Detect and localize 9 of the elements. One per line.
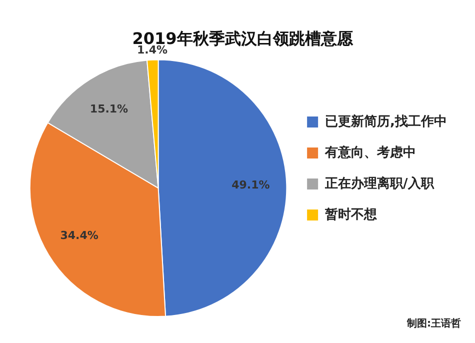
data-label: 34.4% bbox=[60, 229, 98, 242]
legend-label: 有意向、考虑中 bbox=[324, 144, 416, 160]
data-label: 1.4% bbox=[136, 44, 168, 57]
legend-label: 暂时不想 bbox=[324, 206, 378, 222]
legend-label: 已更新简历,找工作中 bbox=[325, 113, 448, 130]
data-label: 15.1% bbox=[90, 102, 128, 116]
legend-label: 正在办理离职/入职 bbox=[324, 175, 435, 192]
text: 制图:王语哲 bbox=[406, 318, 461, 330]
data-label: 49.1% bbox=[232, 178, 270, 192]
